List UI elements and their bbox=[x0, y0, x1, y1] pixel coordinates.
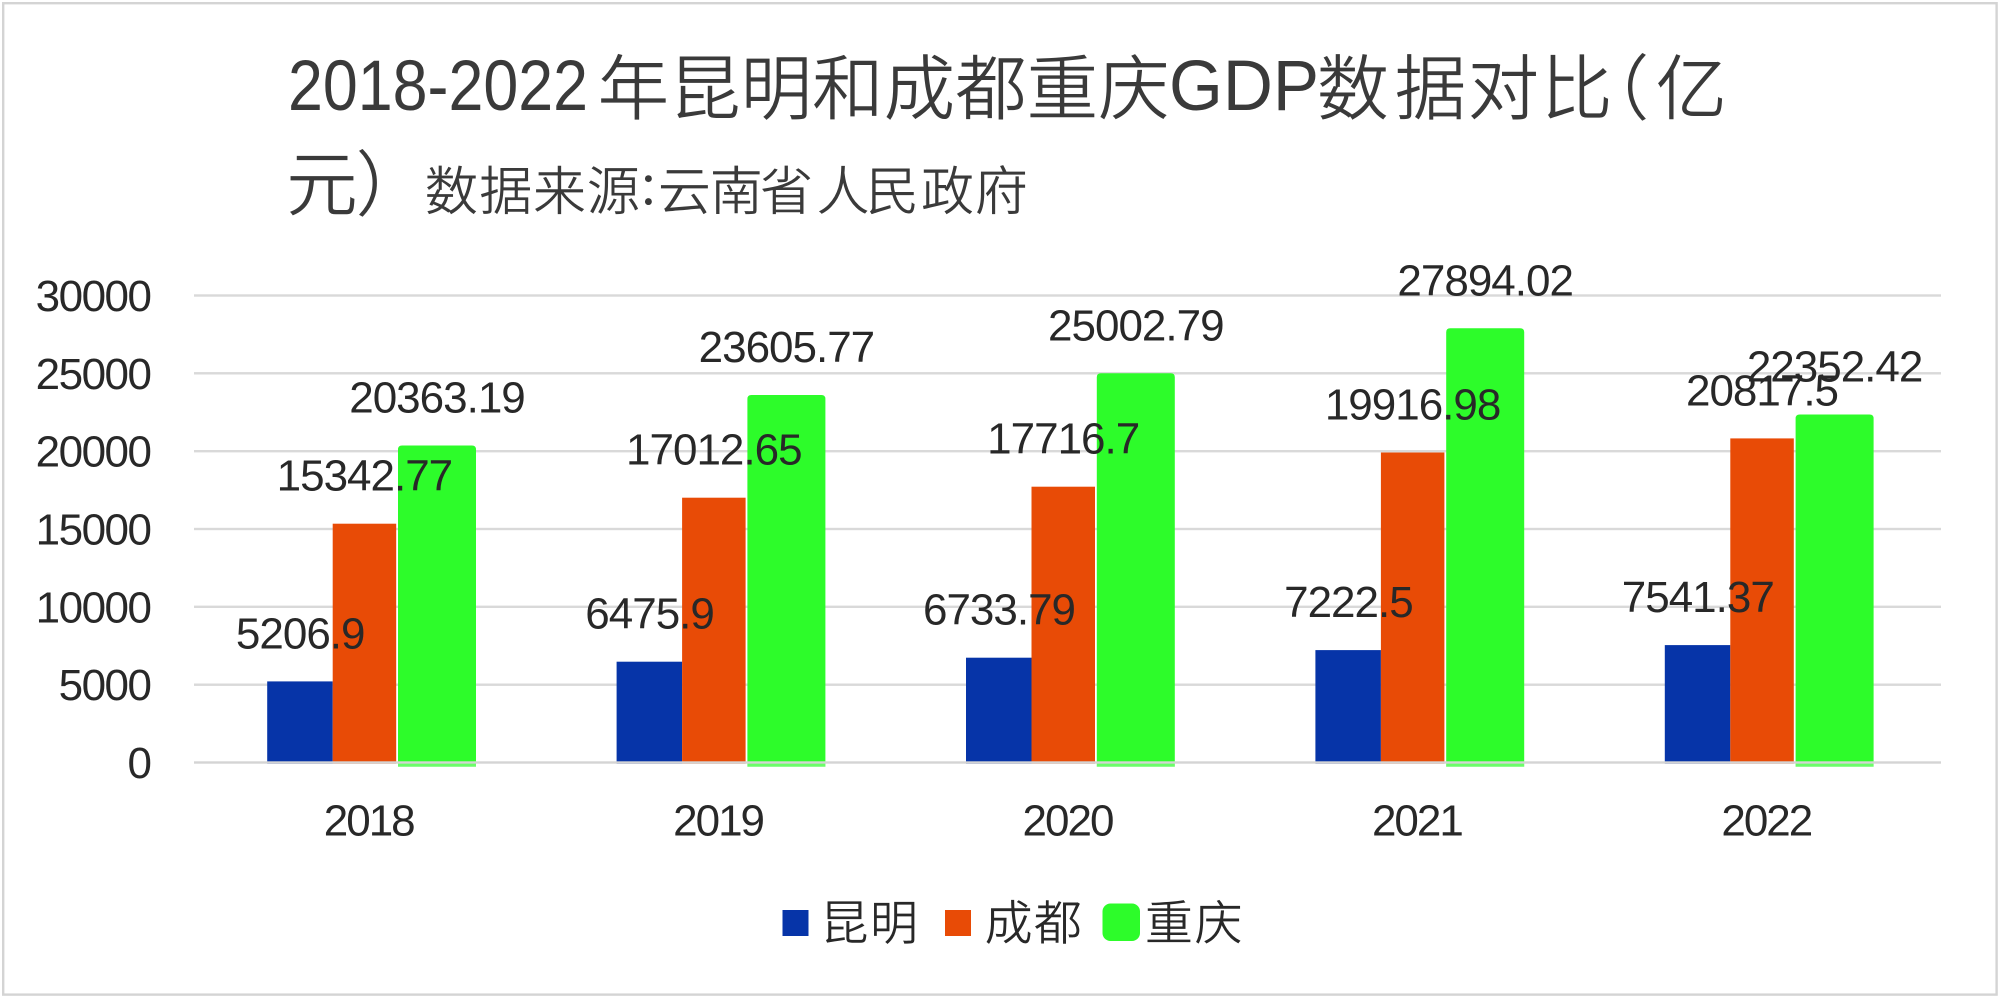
svg-text:7222.5: 7222.5 bbox=[1284, 578, 1413, 627]
svg-text:0: 0 bbox=[128, 739, 151, 788]
svg-text:23605.77: 23605.77 bbox=[699, 323, 875, 372]
svg-text:20363.19: 20363.19 bbox=[349, 374, 525, 423]
svg-text:2022: 2022 bbox=[1721, 797, 1811, 846]
svg-text:2021: 2021 bbox=[1372, 797, 1462, 846]
svg-text:30000: 30000 bbox=[36, 272, 151, 321]
svg-text:25002.79: 25002.79 bbox=[1048, 301, 1224, 350]
svg-text:20000: 20000 bbox=[36, 428, 151, 477]
svg-text:2019: 2019 bbox=[673, 797, 763, 846]
svg-text:5206.9: 5206.9 bbox=[236, 609, 365, 658]
svg-text:6475.9: 6475.9 bbox=[585, 590, 714, 639]
svg-text:17012.65: 17012.65 bbox=[626, 426, 802, 475]
svg-text:GDP: GDP bbox=[1169, 47, 1319, 126]
svg-text:19916.98: 19916.98 bbox=[1325, 381, 1501, 430]
svg-text:2020: 2020 bbox=[1023, 797, 1113, 846]
svg-text:22352.42: 22352.42 bbox=[1747, 343, 1923, 392]
svg-text:2018: 2018 bbox=[324, 797, 414, 846]
svg-text:27894.02: 27894.02 bbox=[1397, 256, 1573, 305]
svg-text:25000: 25000 bbox=[36, 350, 151, 399]
svg-text:5000: 5000 bbox=[59, 661, 151, 710]
svg-text:6733.79: 6733.79 bbox=[923, 586, 1075, 635]
svg-text:20817.5: 20817.5 bbox=[1686, 366, 1838, 415]
svg-text:10000: 10000 bbox=[36, 583, 151, 632]
svg-text:7541.37: 7541.37 bbox=[1622, 573, 1774, 622]
svg-text:17716.7: 17716.7 bbox=[987, 415, 1139, 464]
svg-text:2018-2022: 2018-2022 bbox=[288, 47, 588, 126]
svg-text:15342.77: 15342.77 bbox=[277, 452, 453, 501]
svg-text:15000: 15000 bbox=[36, 506, 151, 555]
